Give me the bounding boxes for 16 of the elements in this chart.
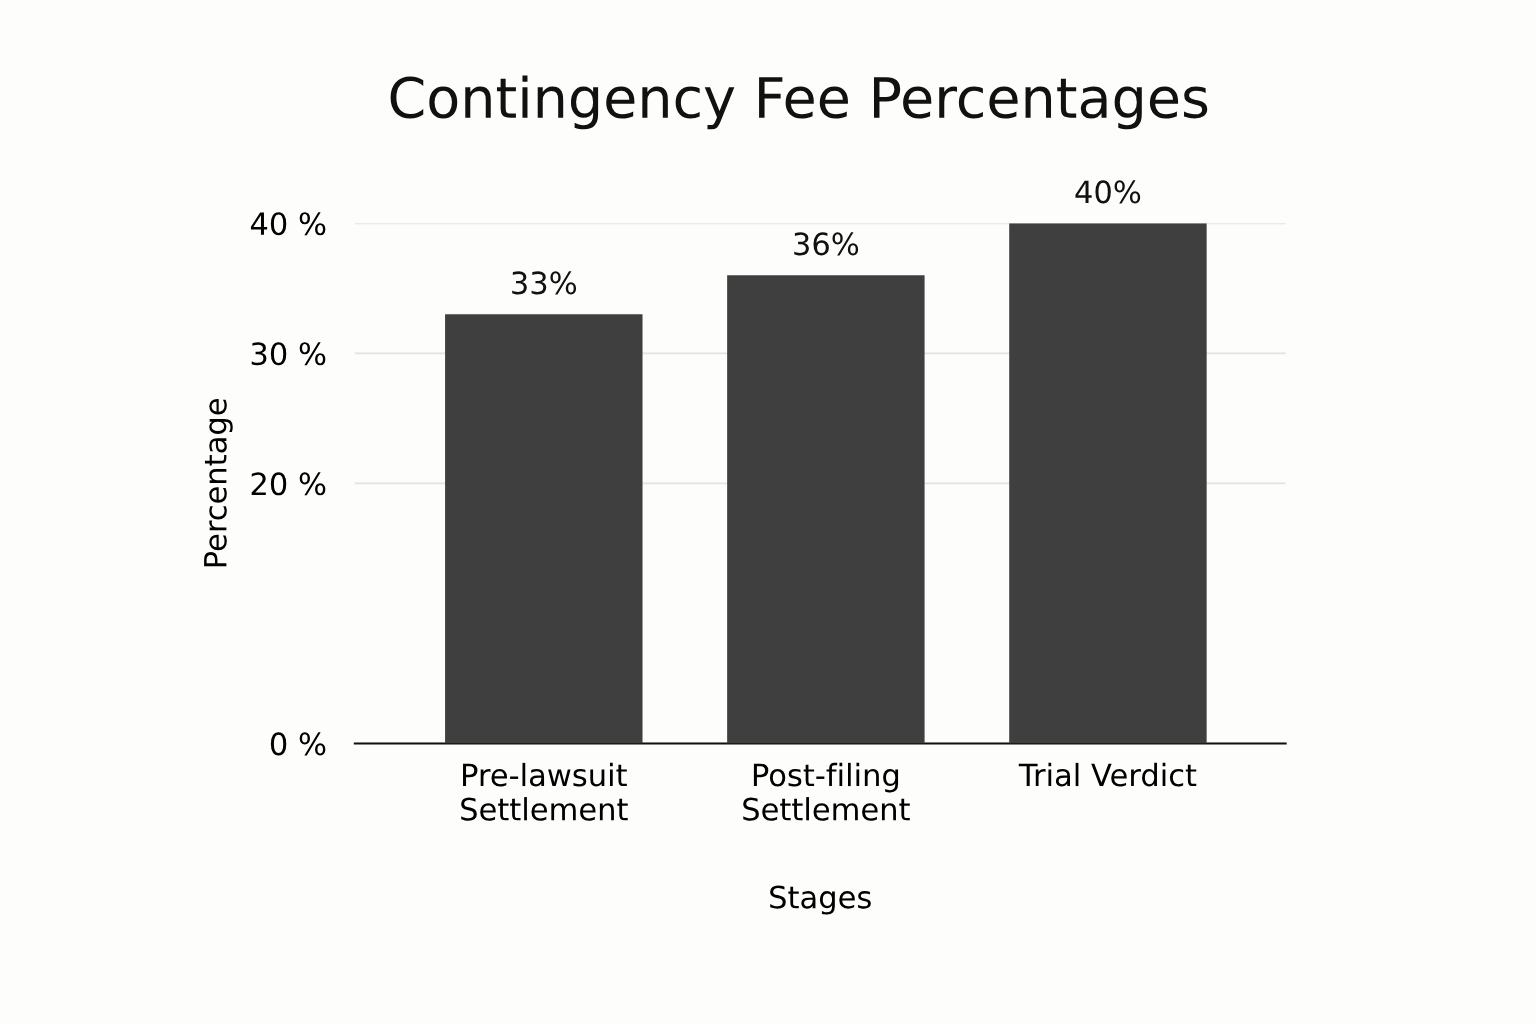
data-label: 36% (794, 232, 859, 256)
chart-title: Contingency Fee Percentages (390, 75, 1208, 130)
x-tick-label: Pre-lawsuit Settlement (461, 762, 628, 821)
data-label: 33% (512, 271, 577, 295)
y-tick-label: 0 % (270, 732, 326, 756)
y-tick-label: 40 % (250, 212, 326, 236)
y-axis-title: Percentage (204, 399, 233, 567)
x-tick-label: Trial Verdict (1018, 762, 1197, 787)
bar (727, 275, 925, 744)
x-axis-title: Stages (770, 885, 871, 915)
y-tick-label: 30 % (251, 342, 326, 366)
x-tick-label: Post-filing Settlement (743, 762, 910, 821)
bar (1009, 223, 1207, 744)
data-label: 40% (1075, 180, 1141, 204)
bar (445, 314, 643, 744)
y-tick-label: 20 % (251, 472, 326, 496)
